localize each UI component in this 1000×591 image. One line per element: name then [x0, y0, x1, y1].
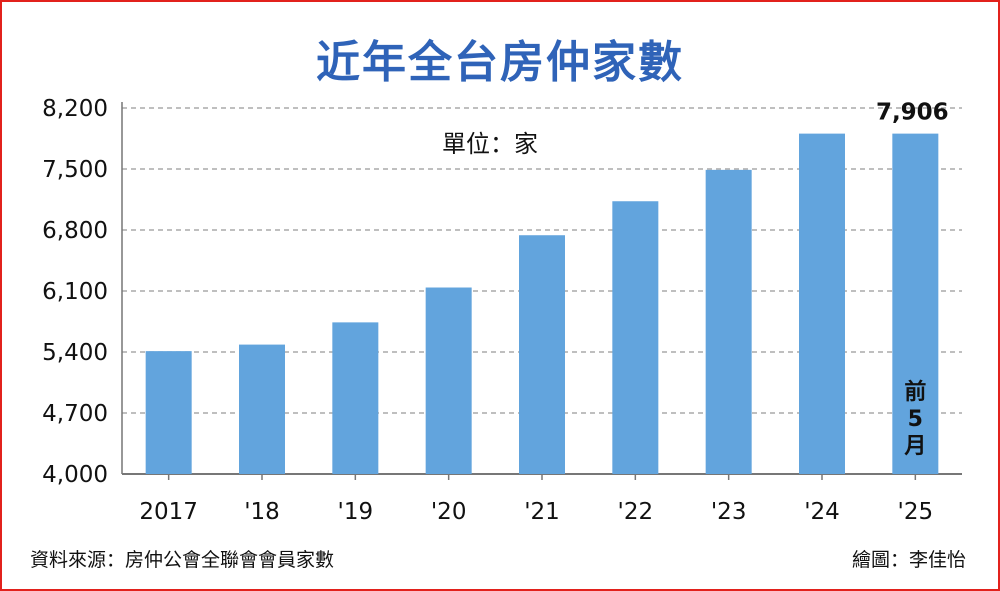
x-tick-label: '25 — [898, 499, 934, 525]
y-tick-label: 6,800 — [42, 218, 108, 244]
bar — [705, 169, 752, 474]
y-tick-label: 4,000 — [42, 462, 108, 488]
x-tick-label: 2017 — [139, 499, 198, 525]
y-tick-label: 7,500 — [42, 157, 108, 183]
bar — [239, 344, 285, 474]
bar-annotation-text: 月 — [903, 434, 926, 459]
bar-annotation-text: 5 — [908, 407, 923, 432]
bar — [612, 201, 659, 474]
bar — [799, 133, 845, 474]
bar — [425, 287, 472, 474]
chart-title: 近年全台房仲家數 — [316, 37, 684, 88]
bar-annotation-text: 前 — [904, 379, 926, 405]
x-tick-label: '19 — [338, 499, 374, 525]
bar — [145, 351, 192, 474]
x-tick-label: '18 — [244, 499, 280, 525]
y-tick-label: 4,700 — [42, 401, 108, 427]
y-tick-label: 5,400 — [42, 340, 108, 366]
y-tick-label: 6,100 — [42, 279, 108, 305]
x-tick-label: '20 — [431, 499, 467, 525]
x-tick-label: '22 — [618, 499, 654, 525]
source-note: 資料來源：房仲公會全聯會會員家數 — [30, 549, 335, 571]
x-tick-label: '23 — [711, 499, 747, 525]
credit-note: 繪圖：李佳怡 — [851, 549, 966, 571]
x-tick-label: '24 — [804, 499, 840, 525]
bar — [519, 235, 565, 474]
y-tick-label: 8,200 — [42, 96, 108, 122]
bar — [332, 322, 379, 474]
unit-label: 單位：家 — [442, 130, 538, 158]
bar — [892, 133, 939, 474]
data-label: 7,906 — [876, 100, 949, 126]
x-tick-label: '21 — [524, 499, 560, 525]
